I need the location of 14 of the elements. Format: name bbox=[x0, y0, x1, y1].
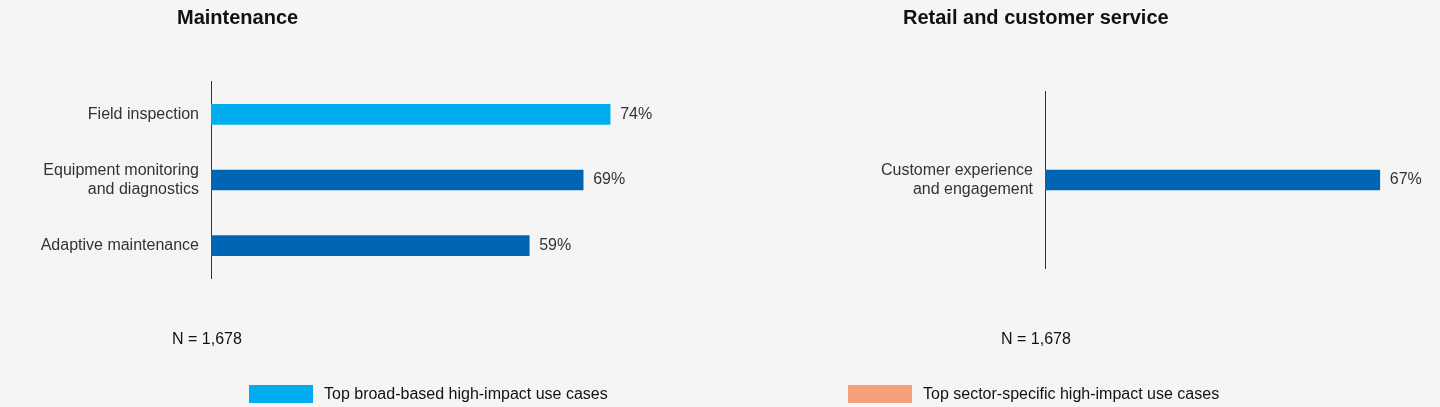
data-label: 74% bbox=[620, 104, 653, 122]
data-label: 67% bbox=[1389, 170, 1422, 188]
data-label: 59% bbox=[539, 236, 572, 254]
y-tick-label: Field inspection bbox=[87, 104, 199, 122]
legend-label: Top broad-based high-impact use cases bbox=[324, 385, 608, 403]
chart-title: Retail and customer service bbox=[903, 6, 1169, 29]
y-tick-label: Equipment monitoring and diagnostics bbox=[43, 160, 199, 198]
text: N = 1,678 bbox=[172, 330, 242, 348]
text: N = 1,678 bbox=[1001, 330, 1071, 348]
chart-title: Maintenance bbox=[177, 6, 299, 29]
y-tick-label: Customer experience and engagement bbox=[880, 160, 1034, 198]
legend-label: Top sector-specific high-impact use cases bbox=[923, 385, 1220, 403]
data-label: 69% bbox=[593, 170, 626, 188]
y-tick-label: Adaptive maintenance bbox=[40, 236, 200, 254]
